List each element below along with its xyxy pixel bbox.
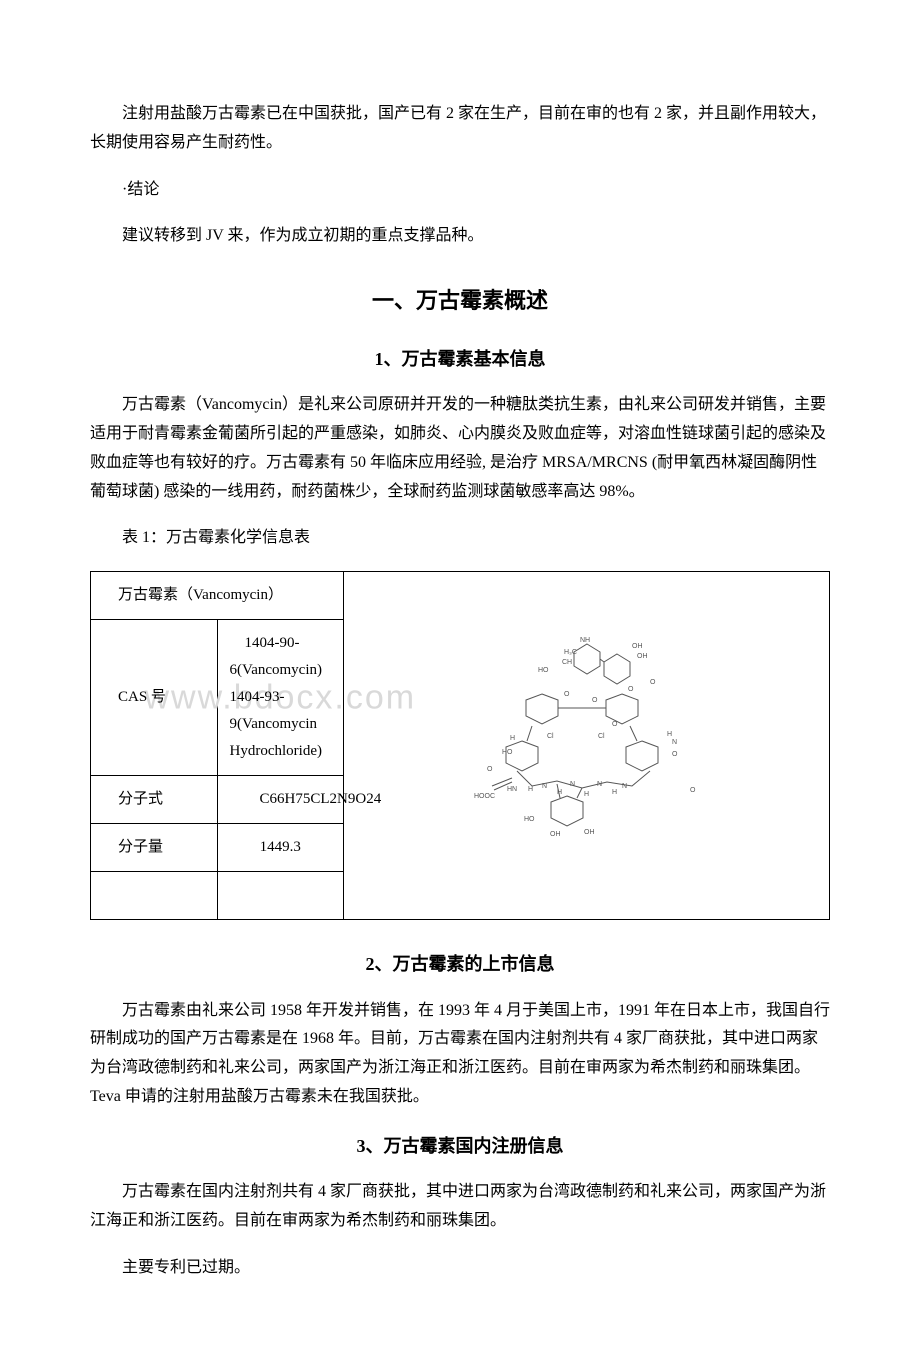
heading-sub-2: 2、万古霉素的上市信息 (90, 948, 830, 980)
svg-text:Cl: Cl (598, 733, 605, 740)
cas-label-text: CAS 号 (118, 689, 166, 705)
weight-value-text: 1449.3 (260, 839, 301, 855)
svg-text:H: H (510, 735, 515, 742)
intro-paragraph-2: 建议转移到 JV 来，作为成立初期的重点支撑品种。 (90, 222, 830, 251)
svg-text:H: H (557, 789, 562, 796)
svg-text:O: O (564, 691, 570, 698)
formula-label-cell: 分子式 (91, 776, 218, 824)
sub3-paragraph-2: 主要专利已过期。 (90, 1254, 830, 1283)
empty-value-cell (217, 872, 344, 920)
vancomycin-structure-icon: NH OH OH H₃C CH HO O O O O O Cl Cl HO (472, 636, 702, 846)
cas-value-cell: www.bdocx.com 1404-90-6(Vancomycin) 1404… (217, 620, 344, 776)
svg-text:N: N (570, 781, 575, 788)
cas-value-text: 1404-90-6(Vancomycin) 1404-93-9(Vancomyc… (230, 630, 332, 765)
svg-text:HOOC: HOOC (474, 793, 495, 800)
svg-text:N: N (672, 739, 677, 746)
svg-text:N: N (597, 781, 602, 788)
svg-text:O: O (592, 697, 598, 704)
sub1-paragraph-1: 万古霉素（Vancomycin）是礼来公司原研并开发的一种糖肽类抗生素，由礼来公… (90, 391, 830, 506)
heading-section-1: 一、万古霉素概述 (90, 281, 830, 321)
weight-value-cell: 1449.3 (217, 824, 344, 872)
svg-text:N: N (542, 783, 547, 790)
svg-text:NH: NH (580, 637, 590, 644)
svg-text:OH: OH (584, 829, 595, 836)
svg-text:O: O (672, 751, 678, 758)
formula-value-cell: C66H75CL2N9O24 (217, 776, 344, 824)
svg-text:HO: HO (524, 816, 535, 823)
table-caption: 表 1：万古霉素化学信息表 (90, 524, 830, 553)
svg-text:H₃C: H₃C (564, 649, 577, 656)
svg-text:OH: OH (632, 643, 643, 650)
svg-text:HO: HO (502, 749, 513, 756)
svg-text:OH: OH (550, 831, 561, 838)
weight-label-cell: 分子量 (91, 824, 218, 872)
svg-text:O: O (487, 766, 493, 773)
svg-text:O: O (650, 679, 656, 686)
heading-sub-1: 1、万古霉素基本信息 (90, 343, 830, 375)
formula-value-text: C66H75CL2N9O24 (230, 786, 332, 813)
sub3-paragraph-1: 万古霉素在国内注射剂共有 4 家厂商获批，其中进口两家为台湾政德制药和礼来公司，… (90, 1178, 830, 1236)
svg-text:Cl: Cl (547, 733, 554, 740)
svg-text:HO: HO (538, 667, 549, 674)
bullet-conclusion: ·结论 (90, 176, 830, 205)
weight-label-text: 分子量 (118, 839, 163, 855)
chemical-info-table-wrap: 万古霉素（Vancomycin） (90, 571, 830, 920)
table-row: 万古霉素（Vancomycin） (91, 572, 830, 620)
intro-paragraph-1: 注射用盐酸万古霉素已在中国获批，国产已有 2 家在生产，目前在审的也有 2 家，… (90, 100, 830, 158)
svg-text:O: O (628, 686, 634, 693)
svg-text:HN: HN (507, 786, 517, 793)
molecule-image-cell: NH OH OH H₃C CH HO O O O O O Cl Cl HO (344, 572, 830, 920)
svg-text:O: O (690, 787, 696, 794)
heading-sub-3: 3、万古霉素国内注册信息 (90, 1130, 830, 1162)
svg-text:OH: OH (637, 653, 648, 660)
chemical-info-table: 万古霉素（Vancomycin） (90, 571, 830, 920)
svg-text:H: H (667, 731, 672, 738)
svg-text:H: H (528, 786, 533, 793)
cas-label-cell: CAS 号 (91, 620, 218, 776)
table-title-cell: 万古霉素（Vancomycin） (91, 572, 344, 620)
svg-text:N: N (622, 783, 627, 790)
svg-text:CH: CH (562, 659, 572, 666)
empty-label-cell (91, 872, 218, 920)
svg-text:O: O (612, 721, 618, 728)
table-title-text: 万古霉素（Vancomycin） (118, 587, 283, 603)
sub2-paragraph-1: 万古霉素由礼来公司 1958 年开发并销售，在 1993 年 4 月于美国上市，… (90, 997, 830, 1112)
svg-text:H: H (612, 789, 617, 796)
formula-label-text: 分子式 (118, 791, 163, 807)
svg-text:H: H (584, 791, 589, 798)
